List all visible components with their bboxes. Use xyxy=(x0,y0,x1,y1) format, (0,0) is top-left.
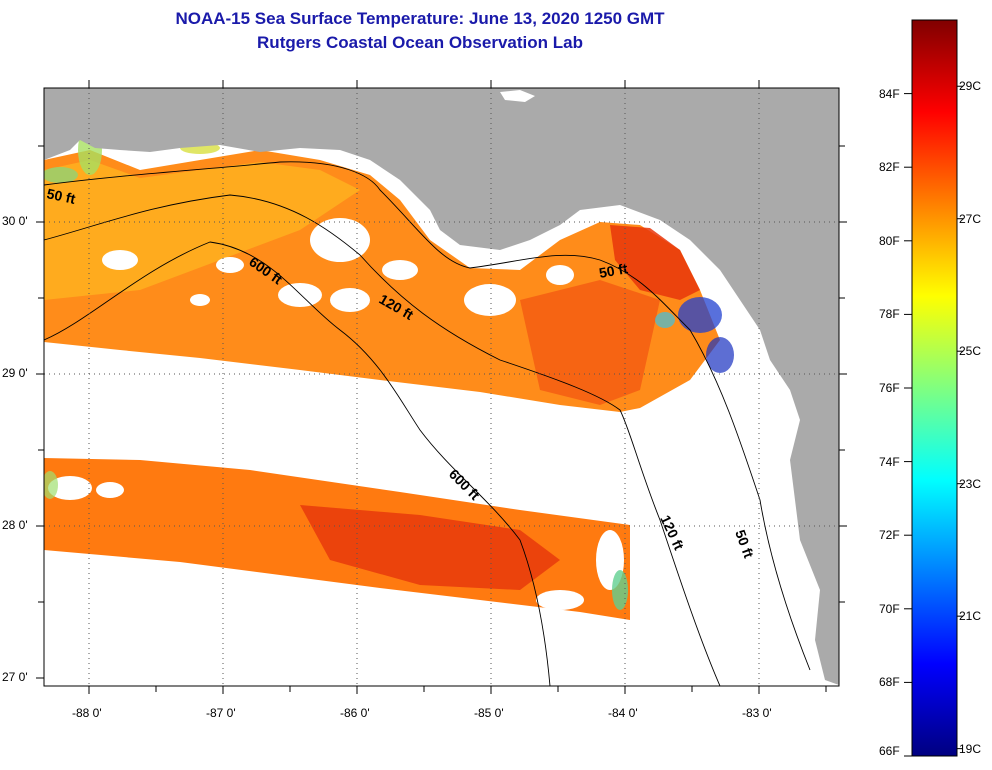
lat-label: 27 0' xyxy=(2,670,28,684)
south-edge-cool xyxy=(44,471,628,610)
colorbar-label-c: 19C xyxy=(959,741,982,756)
colorbar-label-f: 66F xyxy=(879,744,900,758)
map-frame xyxy=(43,87,840,687)
colorbar-label-c: 23C xyxy=(959,476,982,491)
contour-50ft xyxy=(44,161,811,671)
lon-label: -84 0' xyxy=(608,706,638,720)
colorbar-label-f: 84F xyxy=(879,86,900,101)
map-title: NOAA-15 Sea Surface Temperature: June 13… xyxy=(175,9,665,28)
colorbar-label-f: 78F xyxy=(879,307,900,322)
lon-label: -88 0' xyxy=(72,706,102,720)
colorbar-label-c: 21C xyxy=(959,609,982,624)
contour-label-50-west: 50 ft xyxy=(45,185,77,207)
contour-120ft xyxy=(44,194,721,686)
colorbar-gradient xyxy=(911,19,958,757)
lat-label: 30 0' xyxy=(2,214,28,228)
colorbar-label-f: 70F xyxy=(879,601,900,616)
colorbar-label-f: 80F xyxy=(879,233,900,248)
axis-ticks xyxy=(36,80,847,694)
lat-label: 29 0' xyxy=(2,366,28,380)
lon-label: -85 0' xyxy=(474,706,504,720)
map-subtitle: Rutgers Coastal Ocean Observation Lab xyxy=(257,33,583,52)
lon-label: -83 0' xyxy=(742,706,772,720)
sst-bigbend-hot xyxy=(610,225,700,300)
inland-lake xyxy=(500,90,535,102)
lon-label: -86 0' xyxy=(340,706,370,720)
contour-label-50-bigbend: 50 ft xyxy=(598,260,629,281)
colorbar-label-c: 29C xyxy=(959,79,982,94)
colorbar-label-f: 72F xyxy=(879,528,900,543)
contour-600ft xyxy=(44,241,551,686)
colorbar-label-f: 76F xyxy=(879,381,900,395)
colorbar-label-f: 82F xyxy=(879,160,900,175)
colorbar-label-c: 25C xyxy=(959,344,982,359)
colorbar-label-f: 74F xyxy=(879,454,900,469)
lat-label: 28 0' xyxy=(2,518,28,532)
colorbar-label-c: 27C xyxy=(959,211,982,226)
land-mass xyxy=(44,88,839,685)
colorbar-label-f: 68F xyxy=(879,675,900,690)
lon-label: -87 0' xyxy=(206,706,236,720)
depth-contours xyxy=(44,161,811,686)
colorbar-ticks xyxy=(904,85,963,757)
